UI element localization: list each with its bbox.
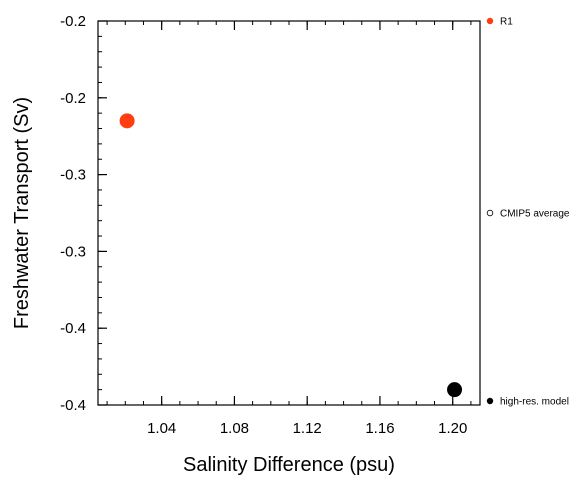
y-tick-label: -0.2 [60, 90, 86, 107]
axis-ticks [98, 20, 472, 406]
x-axis-title: Salinity Difference (psu) [183, 454, 395, 476]
legend-label: R1 [500, 17, 513, 28]
x-tick-label: 1.12 [293, 420, 322, 437]
legend: R1 CMIP5 average high-res. model [486, 17, 570, 408]
data-point [119, 113, 135, 129]
y-tick-labels: -0.2 -0.2 -0.3 -0.3 -0.4 -0.4 [60, 13, 86, 414]
plot-frame [97, 20, 481, 406]
x-tick-labels: 1.04 1.08 1.12 1.16 1.20 [147, 420, 467, 437]
data-points [119, 113, 463, 398]
y-tick-label: -0.4 [60, 397, 86, 414]
y-tick-label: -0.3 [60, 167, 86, 184]
x-tick-label: 1.08 [220, 420, 249, 437]
x-tick-label: 1.20 [438, 420, 467, 437]
y-axis-title: Freshwater Transport (Sv) [11, 97, 33, 329]
data-point [447, 382, 463, 398]
y-tick-label: -0.3 [60, 243, 86, 260]
y-tick-label: -0.2 [60, 13, 86, 30]
legend-marker [486, 17, 494, 25]
legend-label: high-res. model [500, 397, 569, 408]
legend-marker [486, 209, 494, 217]
x-tick-label: 1.16 [365, 420, 394, 437]
legend-label: CMIP5 average [500, 209, 570, 220]
legend-marker [486, 397, 494, 405]
x-tick-label: 1.04 [147, 420, 176, 437]
y-tick-label: -0.4 [60, 320, 86, 337]
